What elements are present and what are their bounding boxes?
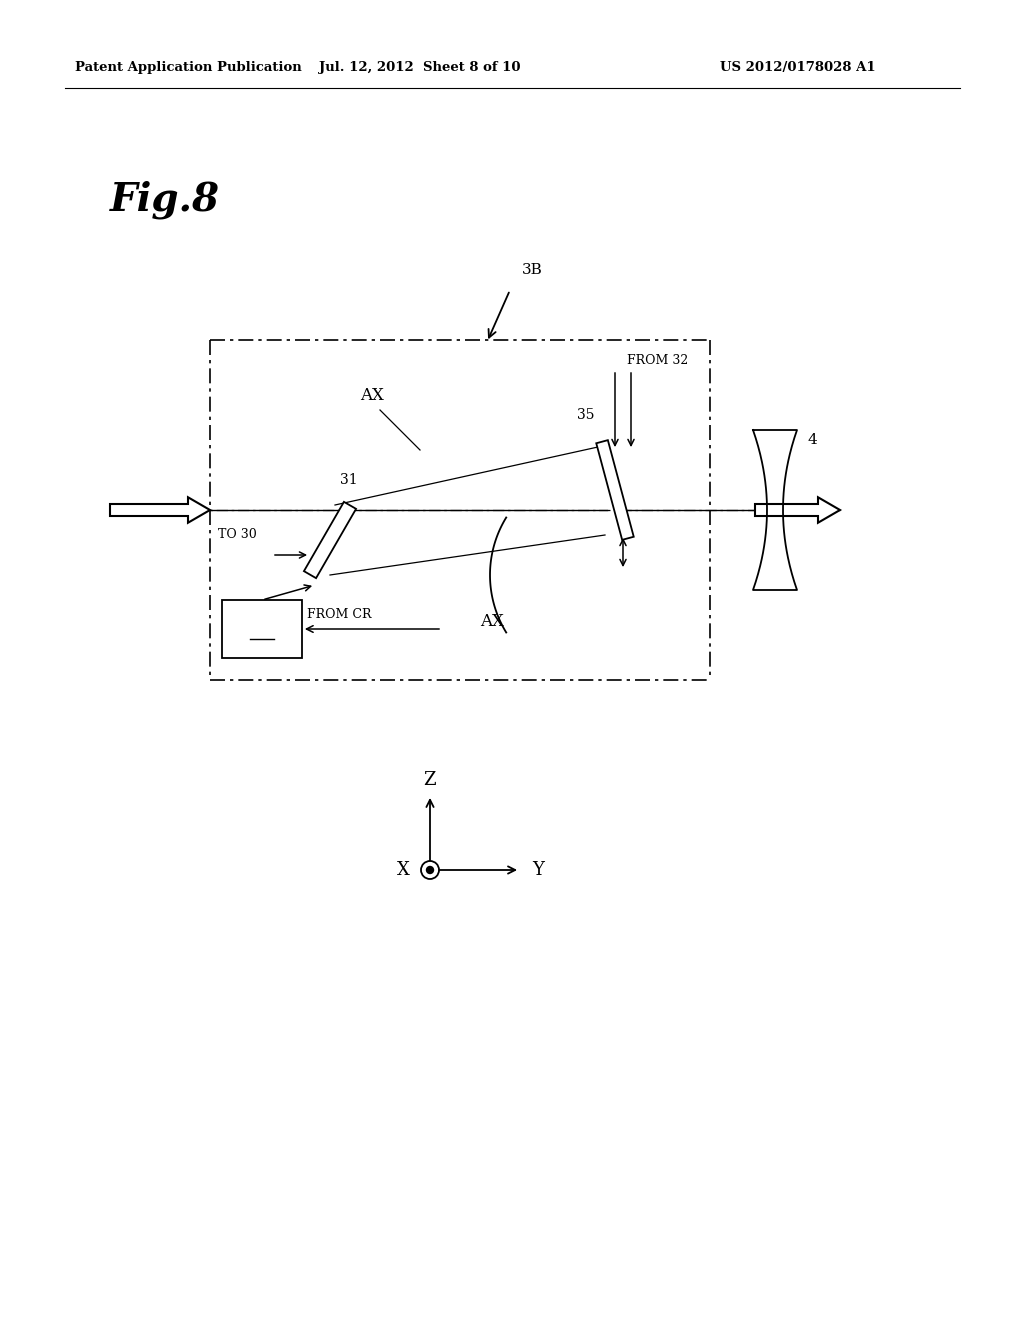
Text: 32: 32: [252, 622, 271, 636]
Polygon shape: [755, 498, 840, 523]
Text: 3B: 3B: [522, 263, 543, 277]
Text: Patent Application Publication: Patent Application Publication: [75, 62, 302, 74]
Text: Y: Y: [532, 861, 544, 879]
Text: 31: 31: [340, 473, 357, 487]
Text: FROM CR: FROM CR: [307, 609, 372, 622]
Polygon shape: [304, 502, 356, 578]
Text: AX: AX: [360, 387, 384, 404]
Text: US 2012/0178028 A1: US 2012/0178028 A1: [720, 62, 876, 74]
Text: Fig.8: Fig.8: [110, 181, 220, 219]
Polygon shape: [753, 430, 797, 590]
Text: Jul. 12, 2012  Sheet 8 of 10: Jul. 12, 2012 Sheet 8 of 10: [319, 62, 521, 74]
Polygon shape: [110, 498, 210, 523]
Text: Z: Z: [424, 771, 436, 789]
Circle shape: [421, 861, 439, 879]
Text: 4: 4: [807, 433, 817, 447]
Bar: [222, 601, 302, 657]
Text: AX: AX: [480, 612, 504, 630]
Text: 35: 35: [577, 408, 595, 422]
Text: TO 30: TO 30: [218, 528, 257, 541]
Text: X: X: [397, 861, 410, 879]
Circle shape: [427, 866, 433, 874]
Text: FROM 32: FROM 32: [627, 354, 688, 367]
Polygon shape: [596, 440, 634, 540]
